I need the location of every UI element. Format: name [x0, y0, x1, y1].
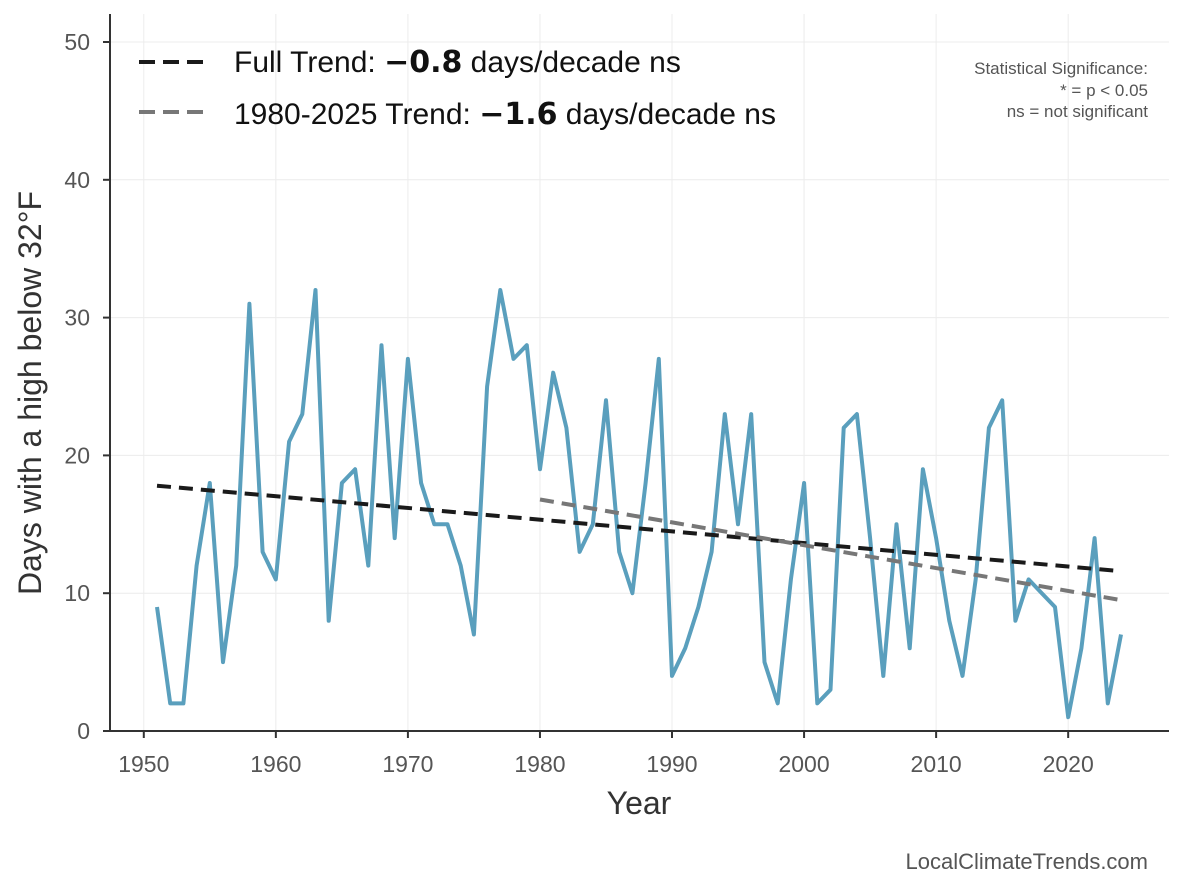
significance-note: Statistical Significance: * = p < 0.05 n…	[974, 59, 1148, 121]
x-axis-title: Year	[607, 785, 672, 821]
x-tick-label: 2010	[911, 751, 962, 777]
legend-recent-trend-suffix: days/decade ns	[557, 98, 775, 131]
y-tick-label: 40	[64, 167, 90, 193]
legend-full-trend-label: Full Trend: −0.8 days/decade ns	[234, 45, 681, 80]
recent-trend-line	[539, 497, 1122, 603]
y-tick-label: 0	[77, 718, 90, 744]
legend: Full Trend: −0.8 days/decade ns 1980-202…	[139, 45, 776, 132]
x-tick-label: 1990	[646, 751, 697, 777]
y-tick-label: 50	[64, 29, 90, 55]
legend-recent-trend-prefix: 1980-2025 Trend:	[234, 98, 479, 131]
legend-recent-trend-label: 1980-2025 Trend: −1.6 days/decade ns	[234, 97, 776, 132]
x-tick-label: 2000	[778, 751, 829, 777]
x-tick-label: 1950	[118, 751, 169, 777]
observed-series-line	[155, 288, 1123, 720]
ticks: 1950 1960 1970 1980 1990 2000 2010 2020 0 10 20 30 4…	[64, 29, 1093, 777]
significance-star: * = p < 0.05	[1060, 81, 1148, 100]
x-tick-label: 1980	[514, 751, 565, 777]
credit-text: LocalClimateTrends.com	[906, 849, 1149, 874]
legend-full-trend-value: −0.8	[384, 45, 462, 80]
significance-title: Statistical Significance:	[974, 59, 1148, 78]
full-trend-line	[156, 483, 1122, 574]
axes	[109, 14, 1169, 732]
y-tick-label: 30	[64, 305, 90, 331]
y-tick-label: 10	[64, 580, 90, 606]
y-tick-label: 20	[64, 442, 90, 468]
y-axis-title: Days with a high below 32°F	[12, 191, 48, 595]
legend-recent-trend-value: −1.6	[479, 97, 557, 132]
x-tick-label: 1960	[250, 751, 301, 777]
x-tick-label: 2020	[1043, 751, 1094, 777]
x-tick-label: 1970	[382, 751, 433, 777]
significance-ns: ns = not significant	[1007, 102, 1149, 121]
legend-full-trend-prefix: Full Trend:	[234, 46, 384, 79]
legend-full-trend-suffix: days/decade ns	[462, 46, 680, 79]
series-layer	[155, 288, 1123, 720]
